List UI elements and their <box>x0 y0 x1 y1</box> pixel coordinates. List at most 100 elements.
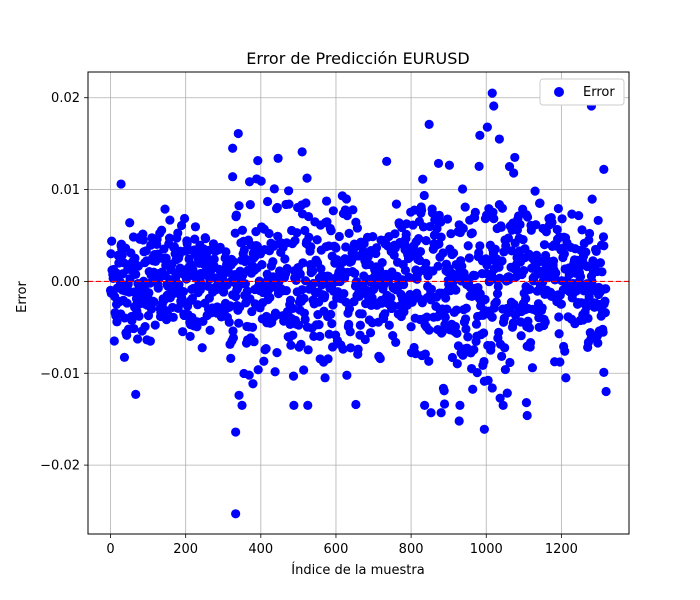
data-point <box>472 368 482 378</box>
data-point <box>507 246 517 256</box>
data-point <box>352 223 362 233</box>
data-point-outlier <box>599 164 609 174</box>
data-point <box>119 352 130 362</box>
data-point <box>498 400 508 411</box>
grid-layer <box>88 72 629 534</box>
data-point <box>468 384 478 394</box>
data-point <box>350 268 360 278</box>
data-point <box>328 206 338 216</box>
data-point <box>127 315 137 326</box>
data-point <box>451 305 462 315</box>
data-point <box>200 234 211 244</box>
data-point <box>314 320 324 330</box>
data-point <box>457 184 468 194</box>
data-point <box>269 184 279 194</box>
data-point <box>424 356 434 366</box>
data-point-outlier <box>233 128 243 139</box>
data-point <box>438 248 448 258</box>
data-point <box>525 284 535 294</box>
data-point <box>178 287 189 297</box>
data-point <box>339 288 349 299</box>
data-point <box>522 212 533 222</box>
y-tick-label: −0.01 <box>40 367 80 382</box>
data-point <box>500 364 510 375</box>
legend-label: Error <box>583 85 615 100</box>
plot-frame <box>87 71 630 535</box>
data-point <box>420 349 430 359</box>
data-point <box>161 253 171 263</box>
data-point <box>557 214 567 224</box>
y-tick-label: 0.00 <box>51 275 80 290</box>
data-point <box>117 250 127 260</box>
data-point <box>382 156 392 166</box>
data-point-outlier <box>482 122 492 132</box>
data-point-outlier <box>426 408 436 418</box>
data-point <box>436 232 446 242</box>
data-point <box>440 312 450 322</box>
data-point <box>415 246 426 257</box>
data-point <box>460 314 471 324</box>
data-point <box>270 367 280 377</box>
chart-title: Error de Predicción EURUSD <box>246 49 469 68</box>
x-tick-label: 400 <box>248 542 273 557</box>
data-point <box>300 225 310 236</box>
data-point <box>461 324 471 334</box>
data-point <box>525 338 536 348</box>
data-point <box>552 224 562 235</box>
data-point <box>553 203 563 214</box>
data-point <box>226 353 236 363</box>
data-point <box>560 346 570 356</box>
data-point <box>197 343 207 353</box>
data-point <box>547 217 557 228</box>
data-point <box>519 266 529 276</box>
data-point <box>598 232 609 242</box>
data-point <box>401 229 411 239</box>
data-point <box>285 295 296 305</box>
data-point <box>601 284 611 294</box>
data-point <box>326 226 336 236</box>
data-point <box>510 152 520 163</box>
data-point <box>289 400 299 411</box>
data-point <box>441 293 451 303</box>
data-point <box>355 320 365 330</box>
data-point <box>334 231 344 242</box>
data-point <box>489 214 499 224</box>
data-point <box>508 318 518 328</box>
data-point <box>331 243 341 253</box>
data-point <box>208 239 219 249</box>
data-point <box>228 326 238 336</box>
data-point <box>357 309 367 319</box>
data-point <box>598 327 608 337</box>
data-point <box>368 232 378 242</box>
data-point <box>106 249 116 259</box>
data-point <box>157 225 167 235</box>
data-point <box>247 306 257 317</box>
legend-box <box>539 78 625 106</box>
data-point-outlier <box>231 509 241 519</box>
data-point <box>165 215 175 225</box>
data-point <box>173 228 183 238</box>
data-point <box>595 258 606 268</box>
data-point <box>391 337 401 347</box>
data-point <box>426 284 436 294</box>
data-point <box>451 285 461 295</box>
data-point <box>486 341 496 351</box>
data-point <box>420 400 430 411</box>
data-point <box>190 222 201 232</box>
data-point-outlier <box>479 424 489 434</box>
data-point <box>377 258 387 268</box>
x-tick-label: 0 <box>106 542 114 557</box>
data-point <box>237 225 248 235</box>
data-point <box>300 314 310 325</box>
data-point <box>487 312 497 322</box>
data-point <box>505 357 515 368</box>
data-point <box>292 228 302 238</box>
data-point <box>516 331 526 341</box>
data-point <box>231 210 241 220</box>
data-point <box>450 321 461 332</box>
data-point <box>149 297 159 307</box>
data-point <box>386 293 396 303</box>
data-point <box>400 265 411 275</box>
data-point <box>475 241 485 251</box>
data-point <box>346 343 356 353</box>
